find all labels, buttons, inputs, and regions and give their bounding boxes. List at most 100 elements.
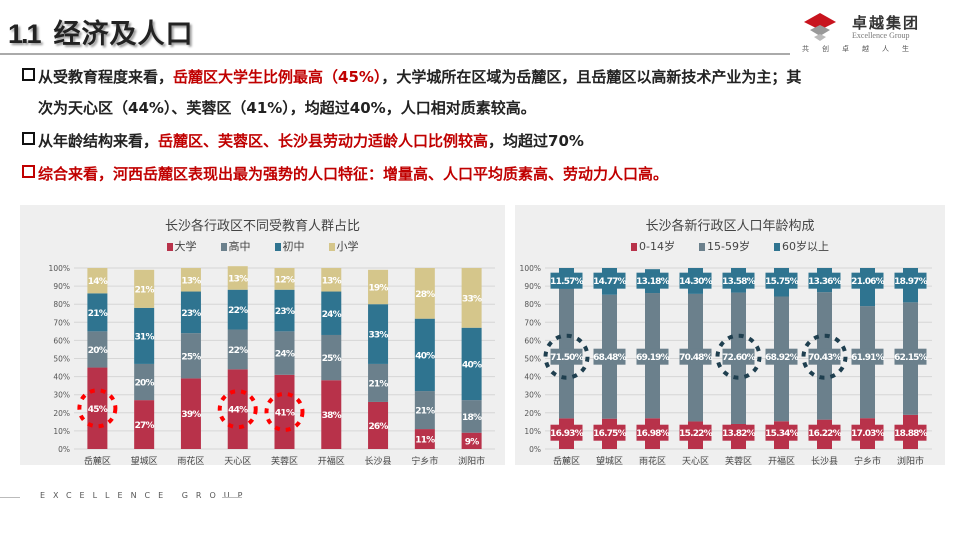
footer-rule-right	[222, 497, 242, 498]
data-label: 15.34%	[765, 429, 798, 439]
bar-segment	[227, 266, 248, 290]
data-label: 61.91%	[851, 353, 884, 363]
legend-item: 15-59岁	[699, 240, 750, 253]
x-tick-label: 芙蓉区	[271, 455, 298, 465]
data-label: 13%	[181, 276, 201, 286]
data-label-box	[851, 348, 884, 365]
bar-segment	[368, 401, 389, 449]
data-label: 13.36%	[808, 277, 841, 287]
y-tick-label: 40%	[524, 373, 541, 382]
highlight-circle	[77, 388, 118, 429]
x-tick-label: 长沙县	[365, 455, 392, 465]
body-text: ，均超过70%	[488, 132, 584, 150]
data-label-box	[636, 424, 669, 441]
data-label: 24%	[322, 310, 342, 320]
data-label: 24%	[275, 350, 295, 360]
bar-segment	[180, 291, 201, 334]
bar-segment	[368, 304, 389, 364]
data-label-box	[851, 424, 884, 441]
highlight-circle	[543, 333, 590, 380]
legend-label: 15-59岁	[707, 240, 750, 253]
data-label: 16.98%	[636, 429, 669, 439]
data-label-box	[894, 348, 927, 365]
data-label: 13.82%	[722, 429, 755, 439]
x-tick-label: 芙蓉区	[725, 455, 752, 465]
highlight-circle	[715, 333, 762, 380]
legend-swatch	[166, 243, 173, 251]
data-label: 12%	[275, 275, 295, 285]
data-label: 45%	[88, 405, 108, 415]
data-label: 20%	[88, 346, 108, 356]
square-bullet-icon	[22, 165, 35, 178]
legend-swatch	[773, 243, 780, 251]
data-label: 11.57%	[550, 277, 583, 287]
x-tick-label: 长沙县	[811, 455, 838, 465]
x-tick-label: 宁乡市	[854, 455, 881, 465]
y-tick-label: 80%	[53, 300, 70, 309]
y-tick-label: 0%	[529, 445, 541, 454]
legend-label: 高中	[228, 240, 251, 253]
y-tick-label: 50%	[524, 355, 541, 364]
body-text: 从年龄结构来看，	[38, 132, 159, 150]
data-label: 18.88%	[894, 429, 927, 439]
age-chart: 0% 10% 20% 30% 40% 50% 60% 70% 80% 90% 100% 16.93% 7…	[520, 264, 932, 465]
data-label: 40%	[415, 351, 435, 361]
legend-swatch	[220, 243, 227, 251]
data-label-box	[679, 272, 712, 289]
highlight-text: 岳麓区、芙蓉区、长沙县劳动力适龄人口比例较高	[158, 132, 489, 150]
data-label: 15.75%	[765, 277, 798, 287]
data-label-box	[894, 272, 927, 289]
data-label: 70.43%	[808, 353, 841, 363]
data-label: 23%	[181, 309, 201, 319]
y-tick-label: 70%	[524, 318, 541, 327]
y-tick-label: 100%	[49, 264, 70, 273]
body-text: 次为天心区（44%）、芙蓉区（41%），均超过40%，人口相对质素较高。	[38, 99, 536, 117]
square-bullet-icon	[22, 132, 35, 145]
legend-swatch	[631, 243, 638, 251]
y-tick-label: 60%	[524, 336, 541, 345]
data-label: 21%	[88, 309, 108, 319]
data-label-box	[593, 348, 626, 365]
bar-segment	[461, 400, 482, 433]
highlight-circle	[217, 389, 258, 430]
data-label: 23%	[275, 307, 295, 317]
data-label-box	[722, 348, 755, 365]
y-tick-label: 80%	[524, 300, 541, 309]
highlight-text: 综合来看，河西岳麓区表现出最为强势的人口特征：增量高、人口平均质素高、劳动力人口…	[38, 165, 669, 183]
data-label: 13%	[228, 274, 248, 284]
legend-label: 60岁以上	[781, 240, 829, 253]
data-label-box	[851, 272, 884, 289]
x-tick-label: 天心区	[682, 456, 709, 465]
x-tick-label: 岳麓区	[84, 455, 111, 465]
data-label: 14.77%	[593, 277, 626, 287]
section-title: 经济及人口	[53, 19, 194, 50]
data-label: 68.48%	[593, 353, 626, 363]
legend-label: 大学	[174, 240, 197, 253]
legend-item: 60岁以上	[773, 240, 829, 253]
data-label: 69.19%	[636, 353, 669, 363]
highlight-circle	[801, 333, 848, 380]
data-label: 33%	[368, 331, 388, 341]
x-tick-label: 浏阳市	[458, 455, 485, 465]
data-label-box	[550, 348, 583, 365]
data-label: 25%	[322, 354, 342, 364]
data-label: 44%	[228, 406, 248, 416]
data-label-box	[765, 272, 798, 289]
bar-segment	[414, 391, 435, 430]
section-number: 1.1	[8, 19, 42, 49]
bullet-paragraph: 从年龄结构来看，岳麓区、芙蓉区、长沙县劳动力适龄人口比例较高，均超过70%	[22, 130, 584, 151]
bar-segment	[321, 291, 342, 335]
bar-segment	[368, 269, 389, 305]
bar-segment	[134, 307, 155, 364]
data-label-box	[894, 424, 927, 441]
bar-segment	[87, 367, 108, 449]
legend-label: 小学	[336, 240, 359, 253]
bullet-paragraph: 次为天心区（44%）、芙蓉区（41%），均超过40%，人口相对质素较高。	[38, 97, 536, 118]
legend-swatch	[328, 243, 335, 251]
data-label: 33%	[462, 294, 482, 304]
y-tick-label: 40%	[53, 373, 70, 382]
data-label: 16.93%	[550, 429, 583, 439]
data-label: 27%	[135, 421, 155, 431]
legend-item: 0-14岁	[631, 240, 675, 253]
company-logo: 卓越集团 Excellence Group 共创卓越人生	[800, 10, 950, 60]
